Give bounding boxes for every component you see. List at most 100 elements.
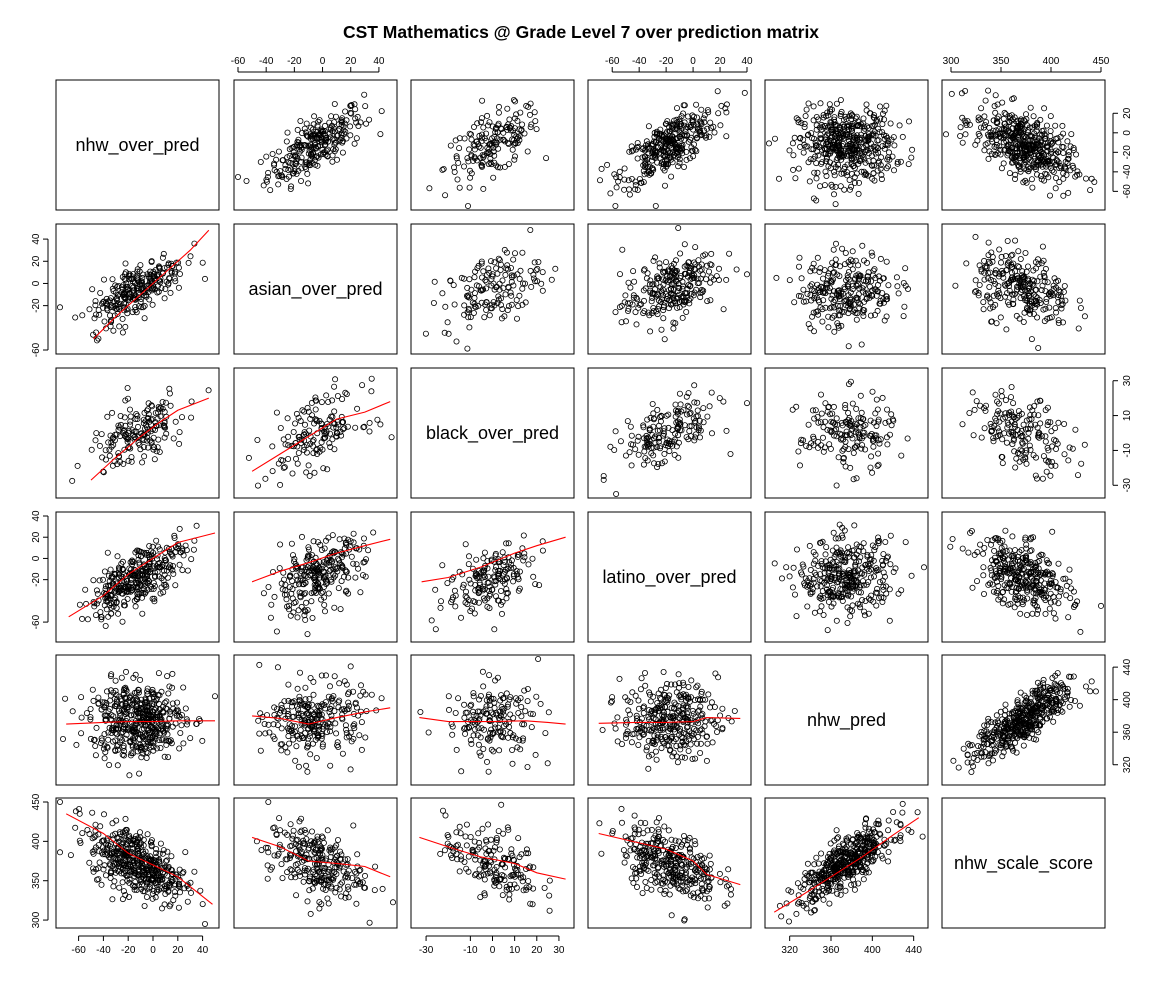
data-point — [141, 302, 148, 309]
data-point — [439, 562, 446, 569]
data-point — [660, 315, 667, 322]
data-point — [1009, 441, 1016, 448]
data-point — [870, 170, 877, 177]
data-point — [509, 146, 516, 153]
data-point — [348, 110, 355, 117]
data-point — [779, 575, 786, 582]
data-point — [1047, 128, 1054, 135]
data-point — [811, 609, 818, 616]
data-point — [1028, 176, 1035, 183]
data-point — [976, 281, 983, 288]
data-point — [295, 167, 302, 174]
data-point — [611, 171, 618, 178]
data-point — [294, 614, 301, 621]
data-point — [94, 590, 101, 597]
data-point — [454, 176, 461, 183]
data-point — [303, 599, 310, 606]
data-point — [627, 423, 634, 430]
data-point — [368, 375, 375, 382]
data-point — [999, 436, 1006, 443]
data-point — [998, 387, 1005, 394]
data-point — [466, 324, 473, 331]
data-point — [315, 134, 322, 141]
data-point — [141, 453, 148, 460]
data-point — [199, 259, 206, 266]
data-point — [201, 275, 208, 282]
data-point — [900, 313, 907, 320]
data-point — [475, 143, 482, 150]
data-point — [306, 472, 313, 479]
data-point — [634, 139, 641, 146]
data-point — [155, 288, 162, 295]
data-point — [361, 91, 368, 98]
data-point — [713, 273, 720, 280]
data-point — [295, 136, 302, 143]
data-point — [342, 389, 349, 396]
data-point — [893, 274, 900, 281]
panel-frame — [233, 79, 398, 211]
data-point — [744, 271, 751, 278]
data-point — [494, 122, 501, 129]
data-point — [269, 468, 276, 475]
data-point — [332, 376, 339, 383]
data-point — [826, 441, 833, 448]
data-point — [642, 146, 649, 153]
data-point — [501, 163, 508, 170]
data-point — [295, 449, 302, 456]
data-point — [485, 149, 492, 156]
data-point — [334, 392, 341, 399]
data-point — [318, 399, 325, 406]
data-point — [97, 289, 104, 296]
panel-asian_over_pred-vs-nhw_pred — [764, 223, 929, 355]
data-point — [521, 130, 528, 137]
data-point — [507, 127, 514, 134]
data-point — [506, 124, 513, 131]
data-point — [280, 436, 287, 443]
data-point — [715, 110, 722, 117]
data-point — [465, 553, 472, 560]
data-point — [470, 124, 477, 131]
data-point — [466, 276, 473, 283]
data-point — [444, 319, 451, 326]
data-point — [996, 418, 1003, 425]
data-point — [849, 435, 856, 442]
data-point — [517, 109, 524, 116]
data-point — [298, 533, 305, 540]
data-point — [477, 144, 484, 151]
panel-frame — [55, 79, 220, 211]
data-point — [185, 259, 192, 266]
data-point — [321, 602, 328, 609]
data-point — [480, 124, 487, 131]
data-point — [257, 158, 264, 165]
data-point — [666, 448, 673, 455]
data-point — [479, 159, 486, 166]
data-point — [895, 590, 902, 597]
data-point — [510, 256, 517, 263]
data-point — [661, 161, 668, 168]
data-point — [803, 106, 810, 113]
data-point — [293, 142, 300, 149]
data-point — [1068, 131, 1075, 138]
data-point — [456, 184, 463, 191]
data-point — [845, 544, 852, 551]
data-point — [125, 457, 132, 464]
data-point — [949, 536, 956, 543]
data-point — [499, 277, 506, 284]
data-point — [531, 109, 538, 116]
data-point — [1083, 175, 1090, 182]
data-point — [260, 182, 267, 189]
data-point — [626, 186, 633, 193]
data-point — [723, 133, 730, 140]
data-point — [366, 116, 373, 123]
data-point — [872, 410, 879, 417]
data-point — [471, 155, 478, 162]
data-point — [677, 148, 684, 155]
data-point — [267, 614, 274, 621]
data-point — [786, 277, 793, 284]
data-point — [501, 138, 508, 145]
data-point — [330, 146, 337, 153]
data-point — [525, 103, 532, 110]
data-point — [474, 120, 481, 127]
panel-black_over_pred-vs-nhw_pred — [764, 367, 929, 499]
data-point — [820, 275, 827, 282]
